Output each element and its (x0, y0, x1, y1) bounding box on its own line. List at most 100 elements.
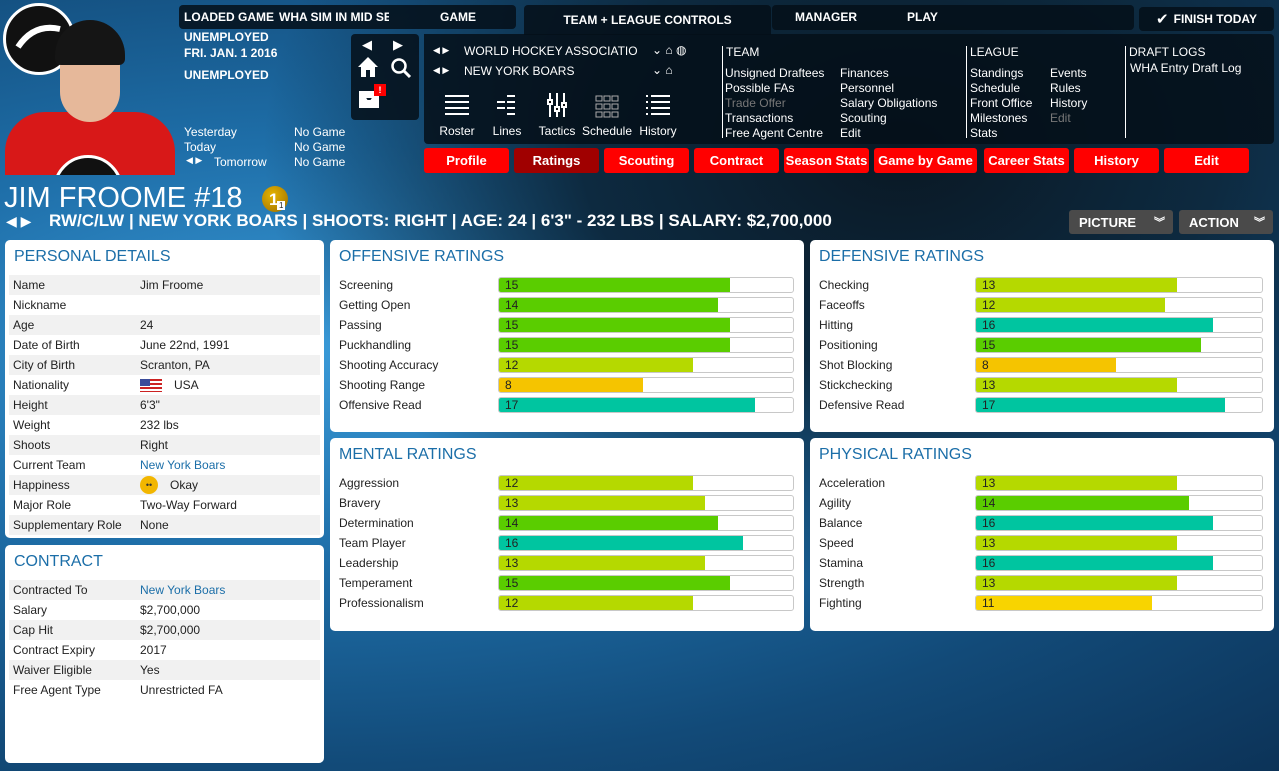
forward-arrow-icon[interactable]: ▶ (393, 37, 403, 52)
menu-item-schedule[interactable]: Schedule (970, 81, 1021, 95)
checkmark-icon: ✔ (1156, 11, 1169, 28)
team-dropdown-icons[interactable]: ⌄ ⌂ (652, 63, 673, 77)
rating-bar-fill: 13 (499, 496, 706, 510)
detail-label: Free Agent Type (13, 683, 101, 697)
detail-value: Okay (170, 478, 199, 492)
rating-label: Stickchecking (819, 378, 893, 392)
rating-label: Aggression (339, 476, 400, 490)
menu-item-front-office[interactable]: Front Office (970, 96, 1033, 110)
menu-item-stats[interactable]: Stats (970, 126, 998, 140)
roster-button[interactable]: Roster (436, 92, 478, 138)
menu-item-history[interactable]: History (1050, 96, 1088, 110)
team-link[interactable]: New York Boars (140, 458, 226, 472)
menu-item-transactions[interactable]: Transactions (725, 111, 794, 125)
search-icon[interactable] (390, 57, 412, 79)
league-selector[interactable]: WORLD HOCKEY ASSOCIATIO (464, 44, 638, 58)
rating-label: Shooting Accuracy (339, 358, 439, 372)
menu-item-rules[interactable]: Rules (1050, 81, 1081, 95)
menu-item-wha-entry-draft-log[interactable]: WHA Entry Draft Log (1130, 61, 1242, 75)
rating-bar-fill: 13 (976, 278, 1177, 292)
detail-value: Scranton, PA (140, 358, 210, 372)
detail-label: Major Role (13, 498, 72, 512)
league-menu-column-2: Events Rules History Edit (1050, 66, 1087, 126)
menu-item-possible-fas[interactable]: Possible FAs (725, 81, 795, 95)
menu-item-personnel[interactable]: Personnel (840, 81, 895, 95)
menu-divider (722, 46, 723, 138)
menu-item-events[interactable]: Events (1050, 66, 1087, 80)
detail-value: $2,700,000 (140, 623, 201, 637)
player-prev-next-arrows[interactable]: ◀ ▶ (6, 213, 32, 229)
league-arrows[interactable]: ◀ ▶ (433, 45, 450, 55)
tab-season-stats[interactable]: Season Stats (784, 148, 869, 173)
schedule-label: Schedule (581, 124, 633, 138)
detail-value-wrap: •• Okay (140, 476, 198, 494)
menu-item-scouting[interactable]: Scouting (840, 111, 887, 125)
history-button[interactable]: History (636, 92, 680, 138)
schedule-prev-next-arrows[interactable]: ◀ ▶ (186, 155, 203, 165)
action-dropdown[interactable]: ACTION ︾ (1179, 210, 1273, 234)
tab-game-by-game[interactable]: Game by Game (874, 148, 977, 173)
team-selector[interactable]: NEW YORK BOARS (464, 64, 575, 78)
detail-row: Free Agent Type Unrestricted FA (9, 680, 320, 700)
menu-item-finances[interactable]: Finances (840, 66, 889, 80)
lines-button[interactable]: Lines (488, 92, 526, 138)
rating-row: Professionalism 12 (330, 593, 804, 613)
detail-value: June 22nd, 1991 (140, 338, 230, 352)
tab-game[interactable]: GAME (440, 10, 476, 24)
rating-bar: 15 (498, 337, 794, 353)
detail-label: Waiver Eligible (13, 663, 92, 677)
detail-value-wrap: Scranton, PA (140, 358, 210, 372)
tactics-button[interactable]: Tactics (536, 92, 578, 138)
tab-ratings[interactable]: Ratings (514, 148, 599, 173)
menu-item-standings[interactable]: Standings (970, 66, 1024, 80)
finish-today-button[interactable]: ✔ FINISH TODAY (1139, 7, 1274, 31)
rating-bar: 17 (498, 397, 794, 413)
schedule-tomorrow-label: Tomorrow (214, 155, 267, 169)
rating-bar-fill: 11 (976, 596, 1153, 610)
panel-title: DEFENSIVE RATINGS (819, 248, 985, 265)
tab-contract[interactable]: Contract (694, 148, 779, 173)
tab-history[interactable]: History (1074, 148, 1159, 173)
tab-career-stats[interactable]: Career Stats (984, 148, 1069, 173)
back-arrow-icon[interactable]: ◀ (362, 37, 372, 52)
detail-value-wrap: Jim Froome (140, 278, 203, 292)
rating-bar: 12 (498, 595, 794, 611)
menu-item-milestones[interactable]: Milestones (970, 111, 1028, 125)
tab-profile[interactable]: Profile (424, 148, 509, 173)
menu-item-salary-obligations[interactable]: Salary Obligations (840, 96, 938, 110)
history-icon (646, 95, 670, 115)
menu-item-unsigned-draftees[interactable]: Unsigned Draftees (725, 66, 825, 80)
rating-row: Puckhandling 15 (330, 335, 804, 355)
rating-bar: 13 (498, 495, 794, 511)
rating-row: Fighting 11 (810, 593, 1274, 613)
schedule-button[interactable]: Schedule (580, 92, 634, 138)
detail-label: Current Team (13, 458, 86, 472)
rating-row: Shooting Range 8 (330, 375, 804, 395)
menu-item-edit[interactable]: Edit (840, 126, 861, 140)
rating-bar-fill: 12 (499, 476, 693, 490)
detail-value: Right (140, 438, 169, 452)
tab-scouting[interactable]: Scouting (604, 148, 689, 173)
detail-value-wrap: $2,700,000 (140, 623, 200, 637)
menu-item-free-agent-centre[interactable]: Free Agent Centre (725, 126, 824, 140)
tab-manager[interactable]: MANAGER (795, 10, 857, 24)
rating-label: Faceoffs (819, 298, 865, 312)
tab-play[interactable]: PLAY (907, 10, 938, 24)
player-portrait (5, 20, 175, 175)
rating-bar: 15 (498, 277, 794, 293)
menu-item-trade-offer: Trade Offer (725, 96, 786, 110)
league-dropdown-icons[interactable]: ⌄ ⌂ ◍ (652, 43, 687, 57)
rating-label: Acceleration (819, 476, 886, 490)
inbox-icon[interactable] (358, 88, 380, 108)
tab-team-league-controls[interactable]: TEAM + LEAGUE CONTROLS (524, 5, 771, 35)
team-arrows[interactable]: ◀ ▶ (433, 65, 450, 75)
picture-dropdown[interactable]: PICTURE ︾ (1069, 210, 1173, 234)
rating-bar-fill: 14 (499, 516, 718, 530)
team-link[interactable]: New York Boars (140, 583, 226, 597)
home-icon[interactable] (357, 56, 379, 78)
rating-row: Getting Open 14 (330, 295, 804, 315)
tab-edit[interactable]: Edit (1164, 148, 1249, 173)
rating-bar-fill: 8 (976, 358, 1116, 372)
detail-value: USA (174, 378, 199, 392)
rating-bar: 13 (975, 535, 1263, 551)
